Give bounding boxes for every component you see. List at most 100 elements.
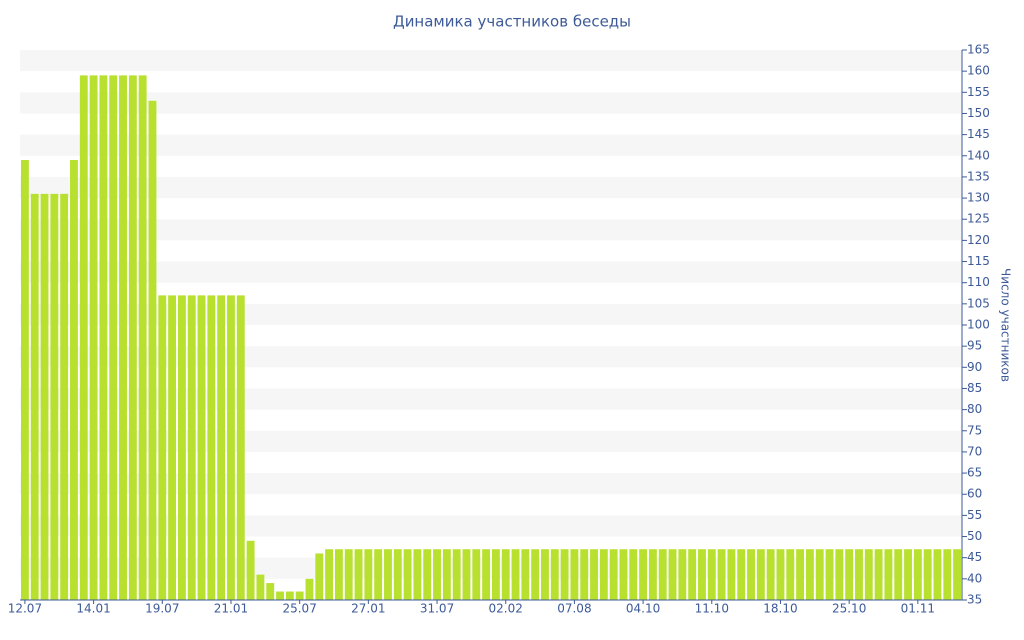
bar xyxy=(79,75,88,600)
bar xyxy=(266,583,275,600)
y-tick-label: 150 xyxy=(967,106,990,120)
x-tick-label: 27.01 xyxy=(351,602,385,616)
grid-band xyxy=(20,50,962,72)
bar xyxy=(737,549,746,600)
bar xyxy=(70,160,78,600)
bar xyxy=(501,549,510,600)
y-tick-label: 165 xyxy=(967,43,990,57)
bar xyxy=(845,549,854,600)
bar xyxy=(442,549,451,600)
x-tick-label: 14.01 xyxy=(76,602,110,616)
bar xyxy=(315,553,324,600)
x-tick-label: 21.01 xyxy=(214,602,248,616)
bar xyxy=(570,549,579,600)
bar xyxy=(285,591,294,600)
bar xyxy=(678,549,687,600)
grid-band xyxy=(20,219,962,241)
bar xyxy=(40,193,49,600)
y-tick-label: 125 xyxy=(967,212,990,226)
bar xyxy=(894,549,903,600)
bar xyxy=(472,549,481,600)
bar xyxy=(128,75,137,600)
bar xyxy=(619,549,628,600)
y-axis-label: Число участников xyxy=(999,268,1013,382)
bar xyxy=(766,549,775,600)
bar xyxy=(550,549,559,600)
bar xyxy=(658,549,667,600)
bar xyxy=(433,549,441,600)
bar xyxy=(864,549,873,600)
bar xyxy=(256,574,265,600)
bar xyxy=(541,549,549,600)
bar xyxy=(727,549,736,600)
bar xyxy=(227,295,235,600)
bar xyxy=(393,549,402,600)
bar xyxy=(688,549,697,600)
bar xyxy=(747,549,755,600)
y-tick-label: 90 xyxy=(967,360,982,374)
bar xyxy=(668,549,677,600)
bar xyxy=(884,549,893,600)
bar xyxy=(707,549,716,600)
bar xyxy=(609,549,618,600)
bar xyxy=(933,549,942,600)
bar xyxy=(698,549,706,600)
bar xyxy=(217,295,226,600)
x-tick-label: 25.10 xyxy=(832,602,866,616)
bar xyxy=(560,549,569,600)
bar xyxy=(305,578,314,600)
grid-band xyxy=(20,134,962,156)
bar xyxy=(246,540,255,600)
bar xyxy=(197,295,206,600)
x-tick-label: 07.08 xyxy=(557,602,591,616)
bar xyxy=(639,549,648,600)
y-tick-label: 120 xyxy=(967,233,990,247)
bar xyxy=(805,549,814,600)
bar xyxy=(334,549,343,600)
x-tick-label: 01.11 xyxy=(901,602,935,616)
grid-band xyxy=(20,92,962,114)
bar xyxy=(119,75,127,600)
bar xyxy=(482,549,491,600)
y-tick-label: 45 xyxy=(967,550,982,564)
bar xyxy=(648,549,657,600)
y-tick-label: 115 xyxy=(967,254,990,268)
bar xyxy=(89,75,98,600)
bar xyxy=(913,549,922,600)
bar xyxy=(855,549,863,600)
bar xyxy=(177,295,186,600)
y-tick-label: 60 xyxy=(967,487,982,501)
bar xyxy=(403,549,412,600)
y-tick-label: 160 xyxy=(967,64,990,78)
bar xyxy=(99,75,108,600)
bar xyxy=(413,549,422,600)
y-tick-label: 65 xyxy=(967,466,982,480)
bar xyxy=(384,549,392,600)
grid-band xyxy=(20,515,962,537)
bar xyxy=(874,549,883,600)
x-tick-label: 11.10 xyxy=(695,602,729,616)
bar xyxy=(953,549,962,600)
bar xyxy=(923,549,932,600)
bar xyxy=(30,193,39,600)
bar xyxy=(786,549,795,600)
grid-band xyxy=(20,430,962,452)
bar xyxy=(717,549,726,600)
bar xyxy=(599,549,608,600)
bar xyxy=(138,75,147,600)
bar xyxy=(776,549,785,600)
grid-band xyxy=(20,388,962,410)
bar xyxy=(521,549,530,600)
bar xyxy=(580,549,589,600)
bar xyxy=(236,295,245,600)
bar xyxy=(276,591,284,600)
bar xyxy=(590,549,598,600)
bar xyxy=(325,549,334,600)
grid-band xyxy=(20,261,962,283)
grid-band xyxy=(20,176,962,199)
y-tick-label: 140 xyxy=(967,148,990,162)
y-tick-label: 75 xyxy=(967,423,982,437)
bar xyxy=(374,549,383,600)
